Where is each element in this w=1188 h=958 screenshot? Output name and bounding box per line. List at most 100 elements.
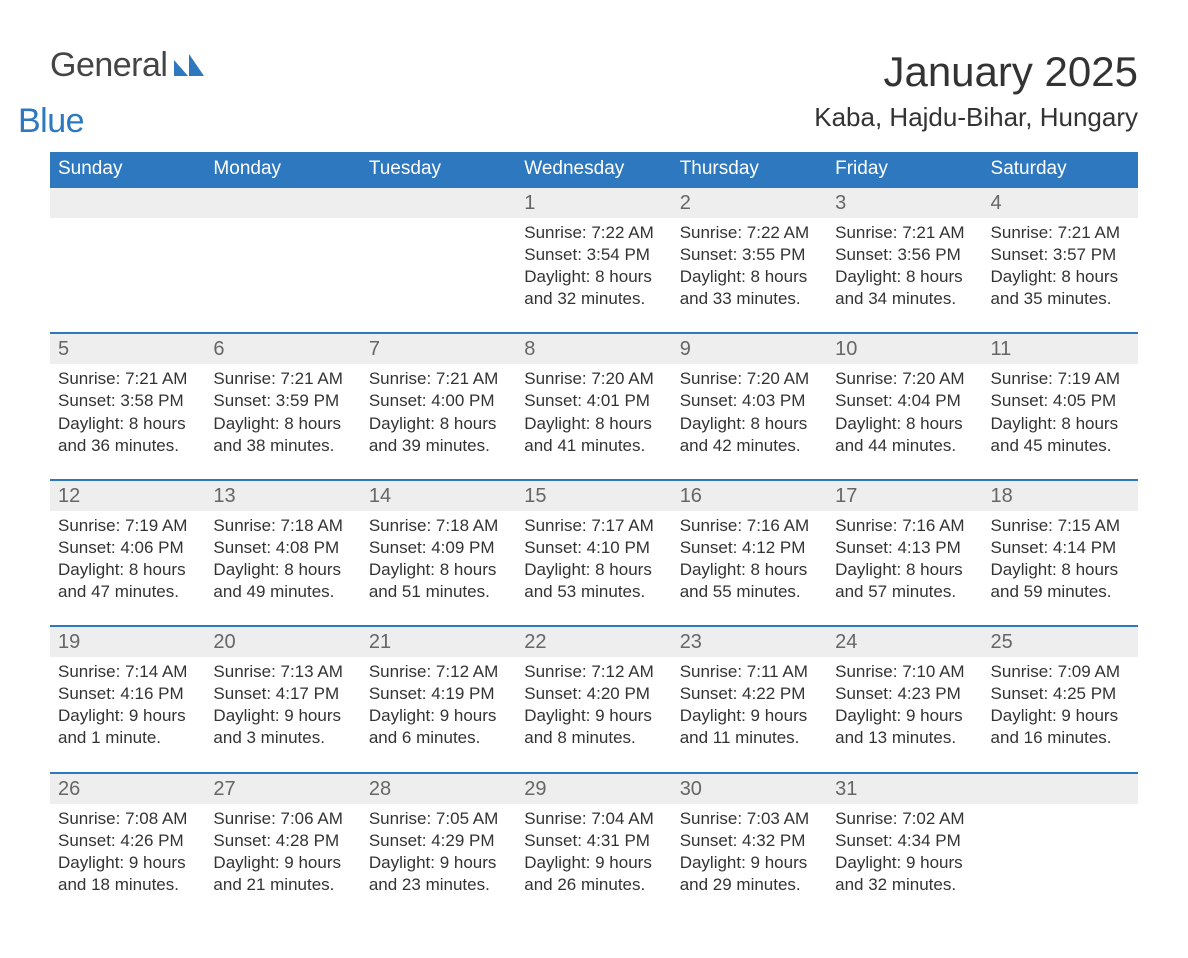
day1-text: Daylight: 8 hours [524,413,663,435]
day-detail-cell [361,218,516,333]
sunrise-text: Sunrise: 7:04 AM [524,808,663,830]
day-number-cell: 3 [827,187,982,218]
day-detail-row: Sunrise: 7:08 AMSunset: 4:26 PMDaylight:… [50,804,1138,918]
day2-text: and 29 minutes. [680,874,819,896]
day-detail-cell: Sunrise: 7:09 AMSunset: 4:25 PMDaylight:… [983,657,1138,772]
day2-text: and 57 minutes. [835,581,974,603]
day-detail-cell: Sunrise: 7:16 AMSunset: 4:13 PMDaylight:… [827,511,982,626]
day-number-cell: 1 [516,187,671,218]
day-detail-cell: Sunrise: 7:22 AMSunset: 3:54 PMDaylight:… [516,218,671,333]
sunrise-text: Sunrise: 7:17 AM [524,515,663,537]
day-detail-cell: Sunrise: 7:21 AMSunset: 4:00 PMDaylight:… [361,364,516,479]
day2-text: and 6 minutes. [369,727,508,749]
day-number-cell: 24 [827,626,982,657]
day1-text: Daylight: 9 hours [524,705,663,727]
day2-text: and 33 minutes. [680,288,819,310]
day1-text: Daylight: 8 hours [991,559,1130,581]
day1-text: Daylight: 9 hours [213,852,352,874]
day-number-row: 12131415161718 [50,480,1138,511]
brand-logo: General Blue [50,48,204,138]
sunrise-text: Sunrise: 7:11 AM [680,661,819,683]
day2-text: and 44 minutes. [835,435,974,457]
day1-text: Daylight: 8 hours [680,266,819,288]
day-detail-cell: Sunrise: 7:17 AMSunset: 4:10 PMDaylight:… [516,511,671,626]
calendar-page: General Blue January 2025 Kaba, Hajdu-Bi… [0,0,1188,958]
sunset-text: Sunset: 4:25 PM [991,683,1130,705]
day-detail-cell: Sunrise: 7:06 AMSunset: 4:28 PMDaylight:… [205,804,360,918]
day2-text: and 11 minutes. [680,727,819,749]
brand-blue: Blue [18,104,204,138]
brand-general: General [50,46,167,84]
sunset-text: Sunset: 4:34 PM [835,830,974,852]
day-detail-cell: Sunrise: 7:21 AMSunset: 3:58 PMDaylight:… [50,364,205,479]
sunrise-text: Sunrise: 7:15 AM [991,515,1130,537]
day1-text: Daylight: 9 hours [369,852,508,874]
day-number-cell: 15 [516,480,671,511]
sunrise-text: Sunrise: 7:22 AM [524,222,663,244]
day-detail-cell: Sunrise: 7:12 AMSunset: 4:20 PMDaylight:… [516,657,671,772]
day1-text: Daylight: 8 hours [369,413,508,435]
day2-text: and 47 minutes. [58,581,197,603]
day-detail-cell: Sunrise: 7:21 AMSunset: 3:57 PMDaylight:… [983,218,1138,333]
day-detail-cell: Sunrise: 7:18 AMSunset: 4:08 PMDaylight:… [205,511,360,626]
day2-text: and 34 minutes. [835,288,974,310]
day1-text: Daylight: 9 hours [680,852,819,874]
day1-text: Daylight: 8 hours [835,266,974,288]
sunrise-text: Sunrise: 7:21 AM [369,368,508,390]
weekday-header: Thursday [672,152,827,187]
day2-text: and 13 minutes. [835,727,974,749]
day-detail-cell [205,218,360,333]
header: General Blue January 2025 Kaba, Hajdu-Bi… [50,48,1138,138]
sunset-text: Sunset: 4:23 PM [835,683,974,705]
day-number-cell: 13 [205,480,360,511]
sunset-text: Sunset: 3:54 PM [524,244,663,266]
day-detail-cell: Sunrise: 7:20 AMSunset: 4:03 PMDaylight:… [672,364,827,479]
day-number-cell: 8 [516,333,671,364]
weekday-header-row: Sunday Monday Tuesday Wednesday Thursday… [50,152,1138,187]
day2-text: and 55 minutes. [680,581,819,603]
day1-text: Daylight: 8 hours [991,266,1130,288]
weekday-header: Sunday [50,152,205,187]
day-number-cell: 19 [50,626,205,657]
day-detail-row: Sunrise: 7:22 AMSunset: 3:54 PM Daylight:… [50,218,1138,333]
day-number-cell: 29 [516,773,671,804]
day-number-cell [50,187,205,218]
sunset-text: Sunset: 4:26 PM [58,830,197,852]
day2-text: and 38 minutes. [213,435,352,457]
day1-text: Daylight: 8 hours [835,413,974,435]
day2-text: and 1 minute. [58,727,197,749]
sunset-text: Sunset: 4:17 PM [213,683,352,705]
day-detail-cell: Sunrise: 7:20 AMSunset: 4:01 PMDaylight:… [516,364,671,479]
day-detail-cell: Sunrise: 7:13 AMSunset: 4:17 PMDaylight:… [205,657,360,772]
sunrise-text: Sunrise: 7:10 AM [835,661,974,683]
sunset-text: Sunset: 4:06 PM [58,537,197,559]
day-detail-cell: Sunrise: 7:20 AMSunset: 4:04 PMDaylight:… [827,364,982,479]
sunset-text: Sunset: 4:04 PM [835,390,974,412]
sunrise-text: Sunrise: 7:20 AM [680,368,819,390]
day-number-cell: 20 [205,626,360,657]
day-number-cell: 4 [983,187,1138,218]
day-number-cell: 9 [672,333,827,364]
sunset-text: Sunset: 4:29 PM [369,830,508,852]
sunrise-text: Sunrise: 7:21 AM [835,222,974,244]
day-detail-cell: Sunrise: 7:19 AMSunset: 4:06 PMDaylight:… [50,511,205,626]
day-detail-cell: Sunrise: 7:02 AMSunset: 4:34 PMDaylight:… [827,804,982,918]
day-detail-row: Sunrise: 7:14 AMSunset: 4:16 PMDaylight:… [50,657,1138,772]
sunrise-text: Sunrise: 7:06 AM [213,808,352,830]
weekday-header: Saturday [983,152,1138,187]
day1-text: Daylight: 8 hours [369,559,508,581]
day-detail-cell: Sunrise: 7:21 AMSunset: 3:59 PMDaylight:… [205,364,360,479]
day-detail-row: Sunrise: 7:19 AMSunset: 4:06 PMDaylight:… [50,511,1138,626]
day-number-cell: 14 [361,480,516,511]
sunset-text: Sunset: 3:56 PM [835,244,974,266]
day-number-cell: 23 [672,626,827,657]
day-detail-cell: Sunrise: 7:10 AMSunset: 4:23 PMDaylight:… [827,657,982,772]
sunset-text: Sunset: 4:19 PM [369,683,508,705]
day-number-cell: 5 [50,333,205,364]
sunrise-text: Sunrise: 7:21 AM [991,222,1130,244]
day1-text: Daylight: 9 hours [991,705,1130,727]
weekday-header: Wednesday [516,152,671,187]
day-number-cell: 11 [983,333,1138,364]
day-number-cell: 27 [205,773,360,804]
day-number-cell [205,187,360,218]
